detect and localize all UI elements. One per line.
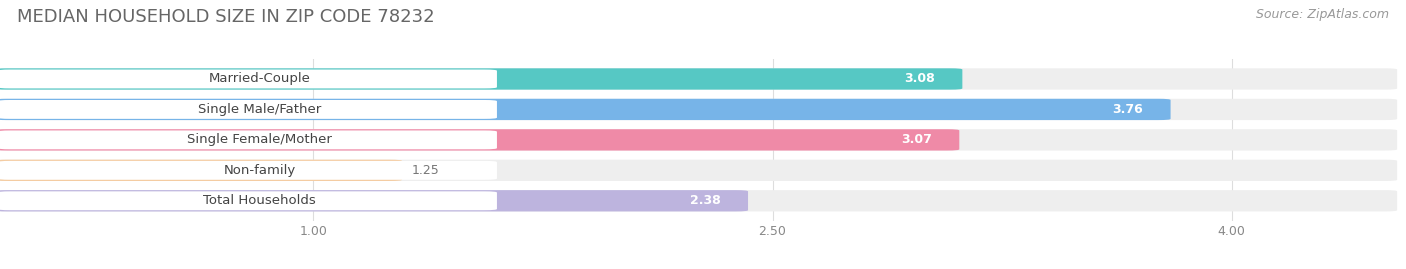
- Text: Non-family: Non-family: [224, 164, 295, 177]
- Text: 3.08: 3.08: [904, 72, 935, 86]
- FancyBboxPatch shape: [0, 160, 1398, 181]
- Text: Total Households: Total Households: [204, 194, 316, 207]
- FancyBboxPatch shape: [0, 99, 1171, 120]
- FancyBboxPatch shape: [0, 129, 1398, 151]
- FancyBboxPatch shape: [0, 190, 1398, 211]
- FancyBboxPatch shape: [0, 160, 402, 181]
- Text: 3.07: 3.07: [901, 133, 932, 146]
- FancyBboxPatch shape: [0, 129, 959, 151]
- Text: Source: ZipAtlas.com: Source: ZipAtlas.com: [1256, 8, 1389, 21]
- Text: 2.38: 2.38: [690, 194, 720, 207]
- FancyBboxPatch shape: [0, 191, 496, 210]
- Text: 1.25: 1.25: [411, 164, 439, 177]
- FancyBboxPatch shape: [0, 68, 962, 90]
- Text: MEDIAN HOUSEHOLD SIZE IN ZIP CODE 78232: MEDIAN HOUSEHOLD SIZE IN ZIP CODE 78232: [17, 8, 434, 26]
- FancyBboxPatch shape: [0, 69, 496, 89]
- Text: Single Male/Father: Single Male/Father: [198, 103, 321, 116]
- Text: Married-Couple: Married-Couple: [208, 72, 311, 86]
- FancyBboxPatch shape: [0, 100, 496, 119]
- FancyBboxPatch shape: [0, 161, 496, 180]
- Text: 3.76: 3.76: [1112, 103, 1143, 116]
- FancyBboxPatch shape: [0, 190, 748, 211]
- Text: Single Female/Mother: Single Female/Mother: [187, 133, 332, 146]
- FancyBboxPatch shape: [0, 68, 1398, 90]
- FancyBboxPatch shape: [0, 99, 1398, 120]
- FancyBboxPatch shape: [0, 130, 496, 149]
